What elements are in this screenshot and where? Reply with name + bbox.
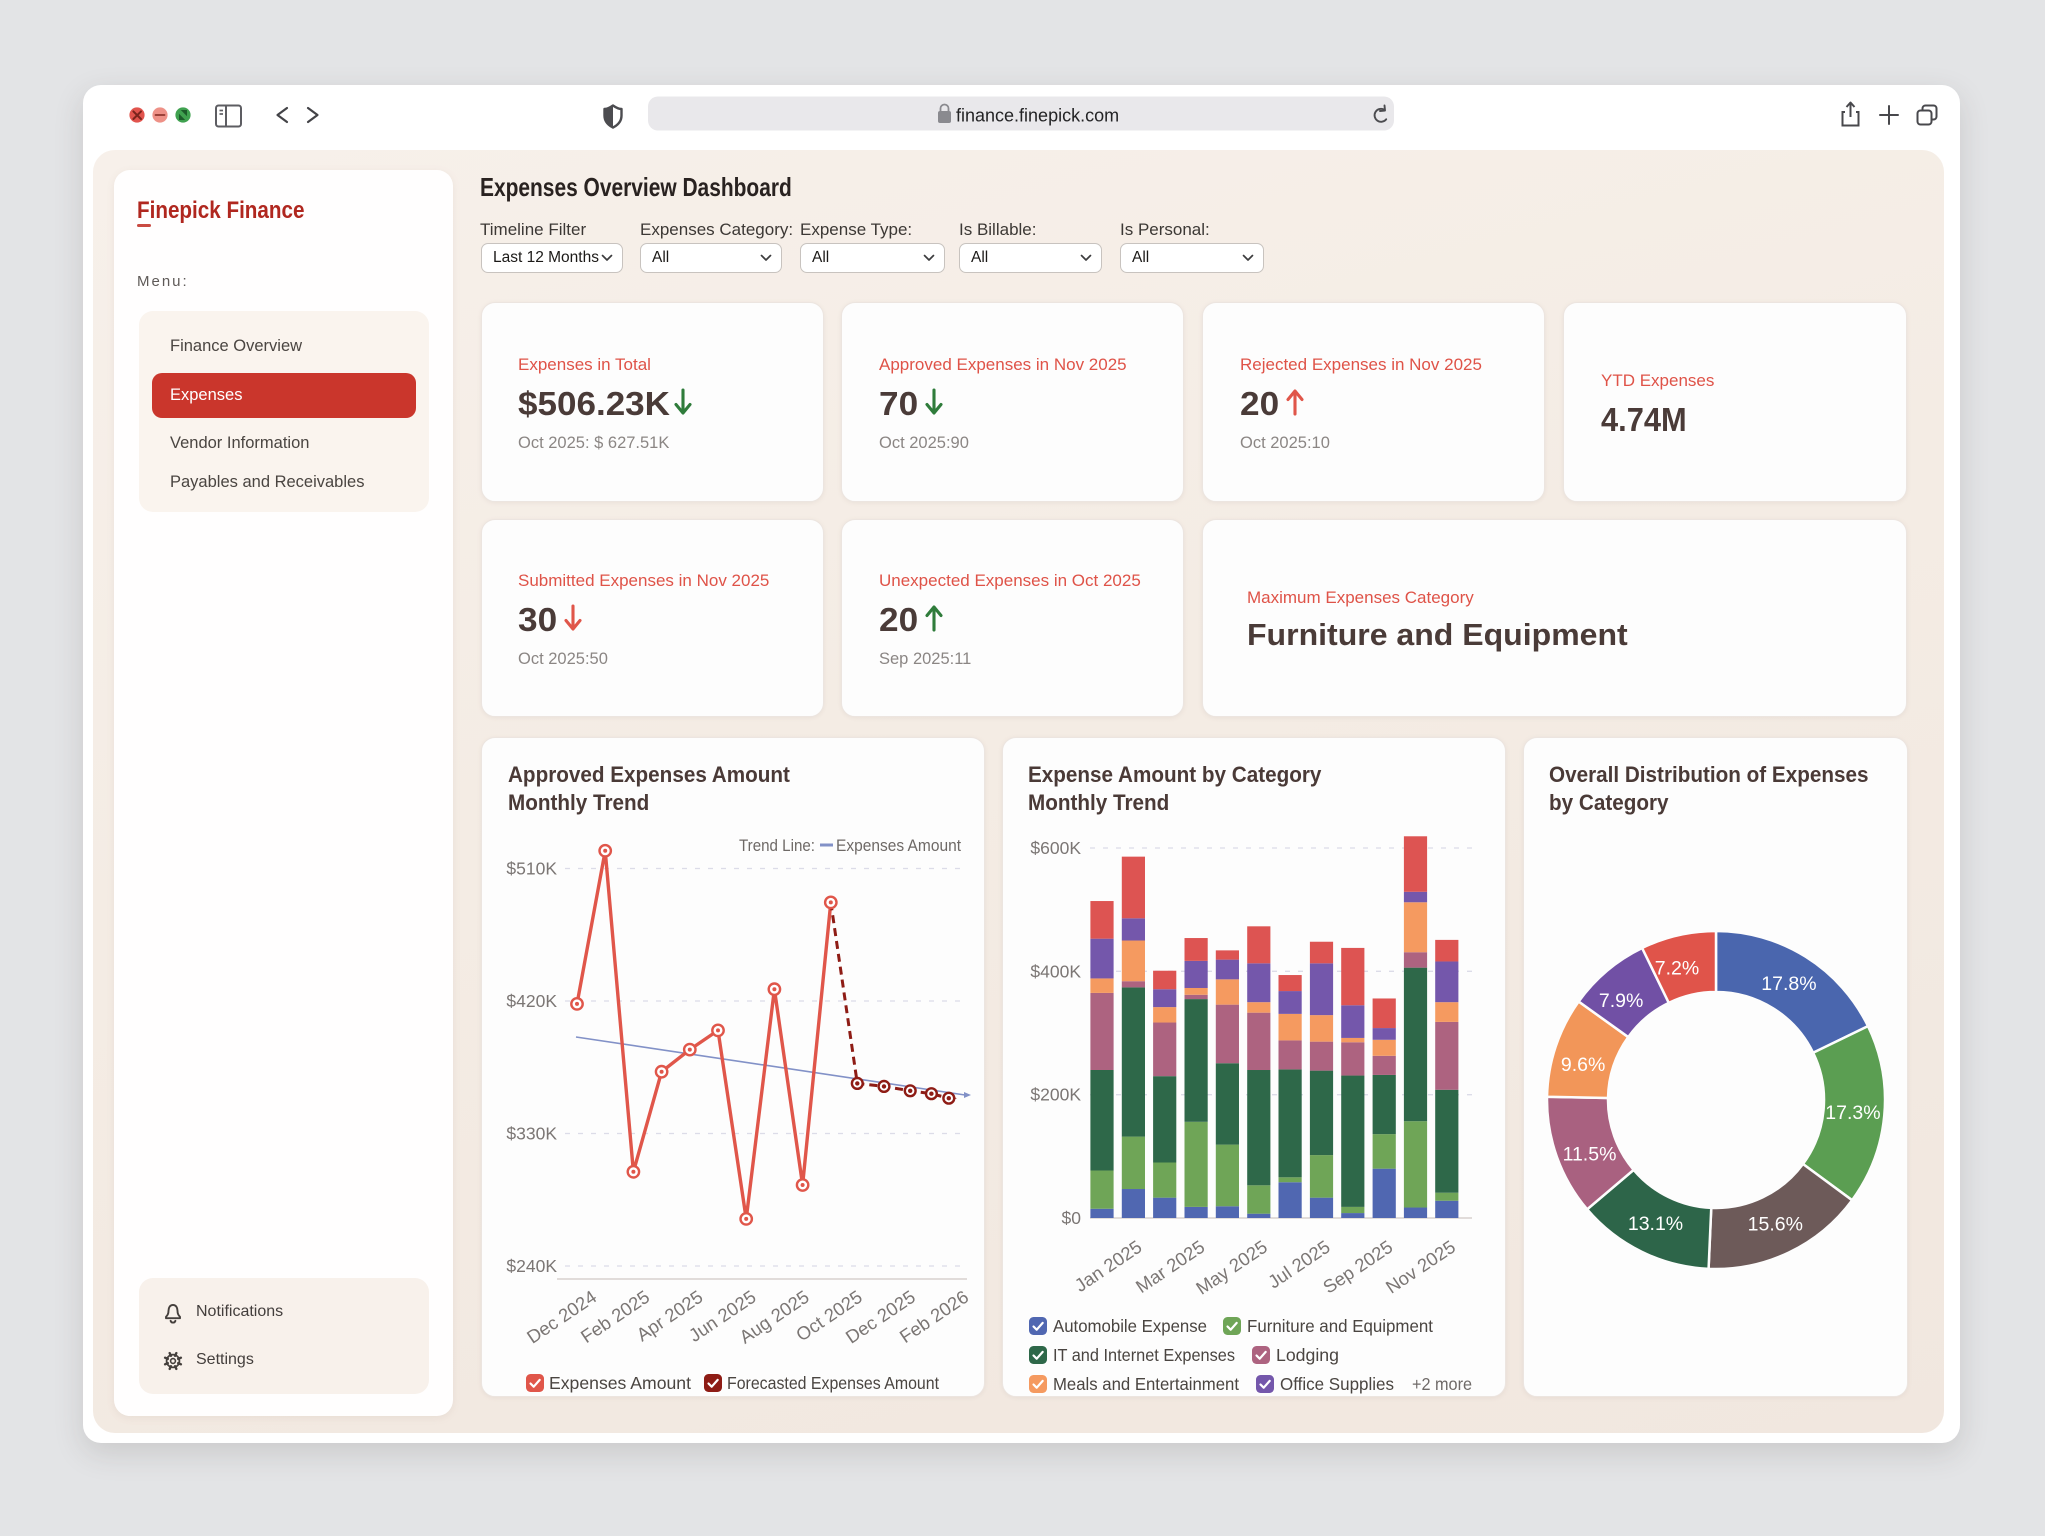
svg-text:Jan 2025: Jan 2025: [1071, 1236, 1146, 1296]
svg-text:Trend Line:: Trend Line:: [739, 836, 815, 855]
svg-text:$400K: $400K: [1030, 961, 1081, 981]
svg-text:9.6%: 9.6%: [1561, 1054, 1605, 1076]
svg-text:$0: $0: [1062, 1208, 1082, 1228]
svg-text:Expenses Amount: Expenses Amount: [549, 1373, 691, 1393]
svg-text:IT and Internet Expenses: IT and Internet Expenses: [1053, 1345, 1235, 1365]
svg-text:17.3%: 17.3%: [1825, 1102, 1880, 1124]
svg-text:+2 more: +2 more: [1412, 1374, 1472, 1394]
svg-text:15.6%: 15.6%: [1748, 1214, 1803, 1236]
svg-text:$240K: $240K: [506, 1256, 557, 1276]
svg-text:7.2%: 7.2%: [1655, 958, 1699, 980]
svg-text:13.1%: 13.1%: [1628, 1213, 1683, 1235]
svg-text:$420K: $420K: [506, 991, 557, 1011]
svg-text:May 2025: May 2025: [1192, 1236, 1271, 1299]
svg-text:Office Supplies: Office Supplies: [1280, 1374, 1394, 1394]
svg-text:Expenses Amount: Expenses Amount: [836, 836, 961, 855]
svg-text:Meals and Entertainment: Meals and Entertainment: [1053, 1374, 1239, 1394]
svg-text:Automobile Expense: Automobile Expense: [1053, 1316, 1207, 1336]
svg-text:$600K: $600K: [1030, 838, 1081, 858]
svg-text:Furniture and Equipment: Furniture and Equipment: [1247, 1316, 1433, 1336]
svg-text:Forecasted Expenses Amount: Forecasted Expenses Amount: [727, 1373, 939, 1393]
svg-text:17.8%: 17.8%: [1761, 973, 1816, 995]
svg-text:Sep 2025: Sep 2025: [1319, 1236, 1396, 1298]
svg-text:finance.finepick.com: finance.finepick.com: [956, 106, 1119, 126]
svg-text:$330K: $330K: [506, 1124, 557, 1144]
svg-text:11.5%: 11.5%: [1563, 1144, 1617, 1166]
svg-text:Nov 2025: Nov 2025: [1382, 1236, 1459, 1298]
svg-text:$510K: $510K: [506, 859, 557, 879]
svg-text:Lodging: Lodging: [1276, 1345, 1339, 1365]
svg-text:7.9%: 7.9%: [1599, 990, 1643, 1012]
svg-text:$200K: $200K: [1030, 1085, 1081, 1105]
